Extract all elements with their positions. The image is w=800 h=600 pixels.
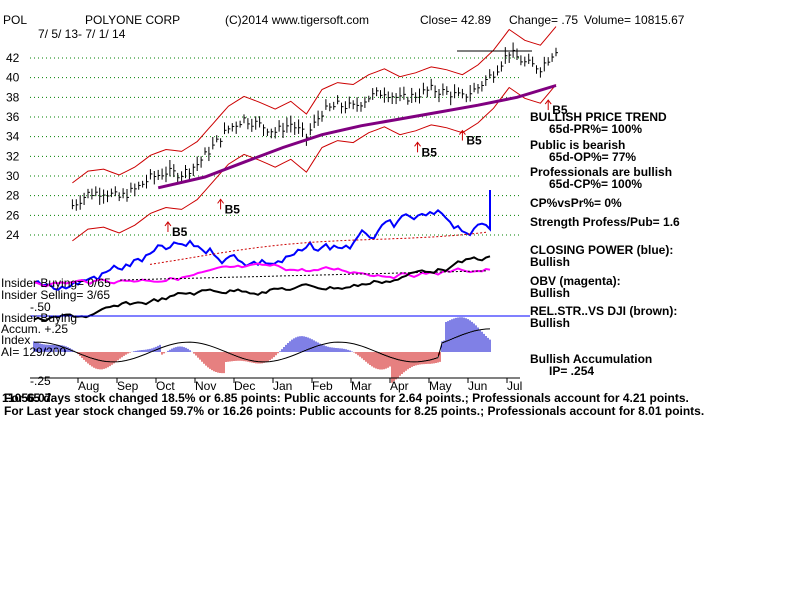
y-tick-36: 36 (6, 110, 20, 124)
public-status: Public is bearish (530, 138, 625, 152)
obv-line (33, 262, 491, 288)
y-tick-32: 32 (6, 149, 20, 163)
signal-label: B5 (225, 202, 241, 216)
copyright: (C)2014 www.tigersoft.com (225, 13, 369, 27)
upper-band (72, 26, 557, 184)
x-tick-nov: Nov (195, 379, 216, 393)
y-tick-28: 28 (6, 189, 20, 203)
price-bands (72, 26, 557, 242)
minus-50-label: -.50 (30, 300, 51, 314)
close-value: Close= 42.89 (420, 13, 491, 27)
x-tick-aug: Aug (78, 379, 99, 393)
accumulation-label: Bullish Accumulation (530, 352, 652, 366)
cp-value: 65d-CP%= 100% (549, 177, 642, 191)
y-tick-30: 30 (6, 169, 20, 183)
x-tick-mar: Mar (351, 379, 372, 393)
insider-buying-count: Insider Buying= 0/65 (1, 276, 111, 290)
closing-power-line (33, 190, 491, 291)
signal-arrow-head (217, 198, 224, 204)
y-axis-ticks: 24 26 28 30 32 34 36 38 40 42 (6, 51, 20, 242)
x-axis-ticks: Aug Sep Oct Nov Dec Jan Feb Mar Apr May Jun Jul (30, 377, 522, 393)
accumulation-histogram (33, 317, 491, 383)
trend-title: BULLISH PRICE TREND (530, 110, 667, 124)
accumulation-ma (33, 328, 491, 363)
strength-ratio: Strength Profess/Pub= 1.6 (530, 215, 680, 229)
ticker: POL (3, 13, 27, 27)
signal-label: B5 (422, 145, 438, 159)
ai-value: AI= 129/200 (1, 345, 66, 359)
x-tick-apr: Apr (390, 379, 409, 393)
accum-label: Accum. +.25 (1, 322, 68, 336)
signal-arrow-head (459, 129, 466, 135)
index-label: Index (1, 333, 30, 347)
closing-power-ma (149, 231, 487, 265)
insider-buying-label: Insider Buying (1, 311, 77, 325)
moving-average-line (157, 84, 557, 190)
op-value: 65d-OP%= 77% (549, 150, 636, 164)
minus-25-label: -.25 (30, 374, 51, 388)
x-tick-jul: Jul (507, 379, 522, 393)
signal-arrow-head (544, 99, 552, 105)
footer-line-65-days: For 65 days stock changed 18.5% or 6.85 … (4, 391, 689, 405)
closing-power-label: CLOSING POWER (blue): (530, 243, 673, 257)
signal-arrow-head (414, 141, 421, 147)
signal-label: B5 (466, 134, 482, 148)
company-name: POLYONE CORP (85, 13, 180, 27)
ip-value: IP= .254 (549, 364, 594, 378)
date-range: 7/ 5/ 13- 7/ 1/ 14 (38, 27, 126, 41)
x-tick-may: May (429, 379, 452, 393)
insider-selling-count: Insider Selling= 3/65 (1, 288, 110, 302)
obv-label: OBV (magenta): (530, 274, 621, 288)
relstr-label: REL.STR..VS DJI (brown): (530, 304, 677, 318)
pr-value: 65d-PR%= 100% (549, 122, 642, 136)
y-tick-40: 40 (6, 71, 20, 85)
y-tick-34: 34 (6, 130, 20, 144)
signal-label: B5 (552, 103, 568, 117)
x-tick-sep: Sep (117, 379, 139, 393)
overprint-value: 11056.07 (2, 391, 52, 405)
y-tick-42: 42 (6, 51, 20, 65)
relstr-status: Bullish (530, 316, 570, 330)
signal-arrow-head (164, 221, 172, 227)
x-tick-dec: Dec (234, 379, 255, 393)
relative-strength-line (33, 255, 491, 322)
footer-line-last-year: For Last year stock changed 59.7% or 16.… (4, 404, 704, 418)
signal-label: B5 (172, 225, 188, 239)
professionals-status: Professionals are bullish (530, 165, 672, 179)
cp-vs-pr: CP%vsPr%= 0% (530, 196, 622, 210)
y-tick-24: 24 (6, 228, 20, 242)
change-value: Change= .75 (509, 13, 578, 27)
obv-status: Bullish (530, 286, 570, 300)
closing-power-status: Bullish (530, 255, 570, 269)
lower-band (72, 84, 557, 242)
y-tick-26: 26 (6, 208, 20, 222)
price-bars (71, 42, 558, 211)
y-tick-38: 38 (6, 90, 20, 104)
x-tick-feb: Feb (312, 379, 333, 393)
x-tick-oct: Oct (156, 379, 175, 393)
price-grid (30, 57, 520, 236)
x-tick-jun: Jun (468, 379, 487, 393)
volume-value: Volume= 10815.67 (584, 13, 685, 27)
x-tick-jan: Jan (273, 379, 292, 393)
buy-signals: B5 B5 B5 B5 B5 (164, 99, 568, 239)
